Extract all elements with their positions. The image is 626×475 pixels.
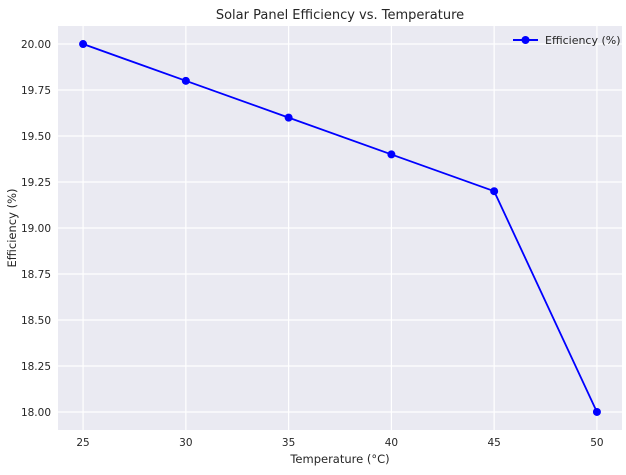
series-line [82,43,598,413]
data-point [79,40,88,49]
y-tick-label: 19.50 [21,131,51,143]
x-tick-label: 35 [282,437,295,449]
legend-marker-icon [521,36,530,44]
x-tick-label: 25 [76,437,89,449]
y-tick-label: 18.50 [21,315,51,327]
y-tick-label: 18.00 [21,407,51,419]
x-tick-label: 40 [385,437,398,449]
data-point [284,113,293,122]
data-point [387,150,396,159]
grid [58,26,622,430]
y-tick-label: 19.00 [21,223,51,235]
chart-title: Solar Panel Efficiency vs. Temperature [216,8,464,23]
y-tick-label: 19.75 [21,85,51,97]
x-tick-label: 30 [179,437,192,449]
legend: Efficiency (%) [513,34,621,47]
x-tick-label: 50 [590,437,603,449]
y-tick-label: 20.00 [21,39,51,51]
y-axis-label: Efficiency (%) [5,189,19,268]
y-tick-label: 18.25 [21,361,51,373]
y-tick-label: 18.75 [21,269,51,281]
series [79,40,601,416]
data-point [592,407,601,416]
legend-label: Efficiency (%) [545,34,621,47]
y-tick-label: 19.25 [21,177,51,189]
ticks: 25 30 35 40 45 50 18.00 18.25 18.50 18.75 19.00 19.… [21,39,604,449]
x-axis-label: Temperature (°C) [289,452,389,466]
data-point [490,187,499,196]
x-tick-label: 45 [487,437,500,449]
data-point [181,76,190,85]
